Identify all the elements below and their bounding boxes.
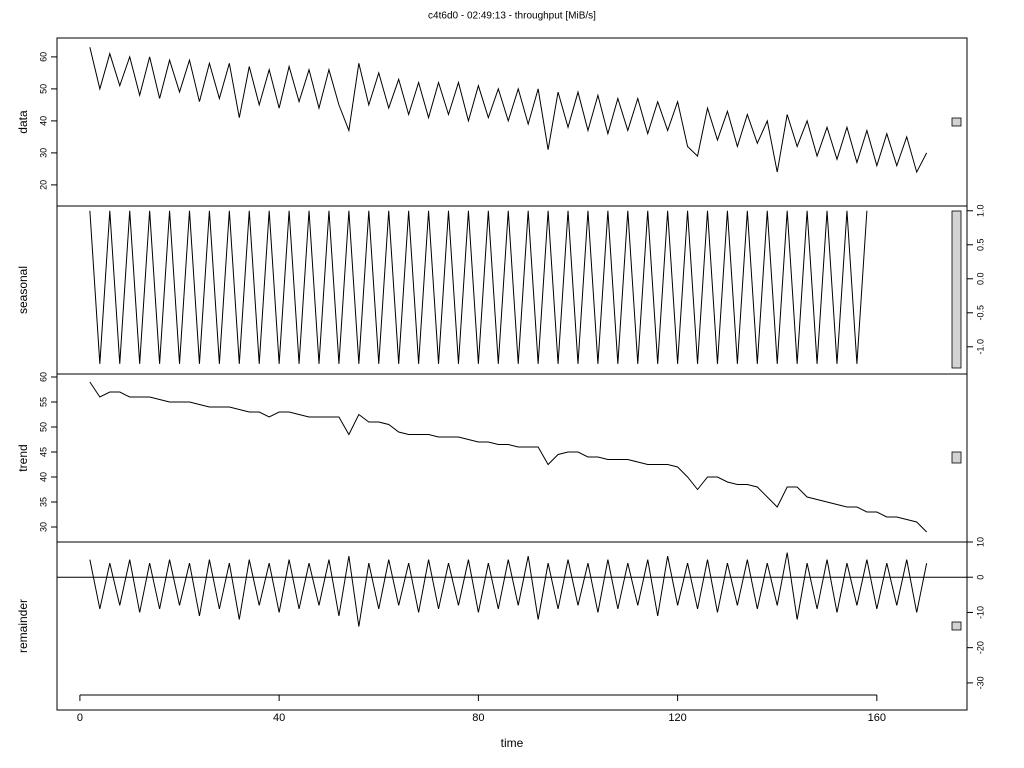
y-tick-label: 60 [38,372,48,382]
panel-frame [56,373,968,543]
y-tick-label: -30 [975,676,985,689]
y-tick-label: 60 [38,52,48,62]
y-tick-label: -20 [975,641,985,654]
y-tick-label: 20 [38,180,48,190]
y-tick-label: 40 [38,472,48,482]
y-tick-label: 50 [38,422,48,432]
range-bar [951,117,962,127]
y-tick-label: 35 [38,497,48,507]
y-tick-label: -10 [975,606,985,619]
y-axis-label: trend [16,444,30,471]
y-tick-label: 0.5 [975,239,985,252]
series-line [89,47,928,174]
y-tick-label: 0 [975,575,985,580]
range-bar [951,451,962,464]
x-tick-label: 40 [273,712,285,724]
y-tick-label: 30 [38,148,48,158]
x-tick-label: 0 [77,712,83,724]
series-line [89,552,928,627]
y-tick-label: 10 [975,537,985,547]
range-bar [951,621,962,631]
y-axis-label: data [16,110,30,134]
y-tick-label: 45 [38,447,48,457]
y-axis-label: seasonal [16,266,30,314]
y-tick-label: -0.5 [975,305,985,321]
y-tick-label: 30 [38,522,48,532]
y-tick-label: 0.0 [975,273,985,286]
y-axis-label: remainder [16,599,30,653]
series-line [89,381,928,533]
x-tick-label: 160 [868,712,886,724]
y-tick-label: 50 [38,84,48,94]
y-tick-label: 40 [38,116,48,126]
y-tick-label: -1.0 [975,339,985,355]
x-tick-label: 120 [668,712,686,724]
chart-title: c4t6d0 - 02:49:13 - throughput [MiB/s] [428,11,596,22]
range-bar [951,210,962,369]
x-axis-label: time [501,736,524,750]
panel-frame [56,541,968,711]
y-tick-label: 55 [38,397,48,407]
x-tick-label: 80 [472,712,484,724]
series-line [89,210,868,364]
panel-frame [56,37,968,207]
y-tick-label: 1.0 [975,205,985,218]
panel-frame [56,205,968,375]
